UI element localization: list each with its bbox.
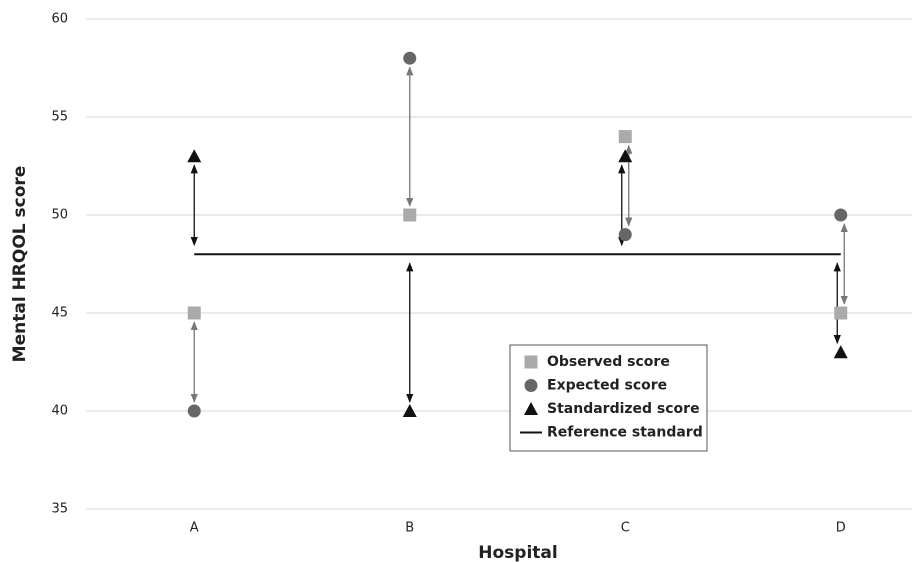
square-point	[187, 306, 201, 320]
circle-point	[187, 404, 201, 418]
y-tick-label: 60	[51, 12, 68, 27]
circle-point	[618, 228, 632, 242]
legend-label: Reference standard	[547, 425, 703, 441]
circle-point	[403, 51, 417, 65]
y-axis-title: Mental HRQOL score	[10, 166, 30, 363]
x-axis-title: Hospital	[478, 543, 557, 562]
square-point	[834, 306, 848, 320]
x-tick-label: D	[836, 521, 846, 536]
x-tick-label: A	[190, 521, 199, 536]
legend-box	[509, 344, 708, 452]
y-tick-label: 50	[51, 208, 68, 223]
legend-marker	[524, 355, 538, 369]
legend-label: Observed score	[547, 354, 670, 370]
triangle-point	[187, 149, 202, 163]
legend-marker	[524, 402, 538, 415]
triangle-point	[833, 345, 848, 359]
square-point	[618, 130, 632, 144]
legend-label: Standardized score	[547, 401, 700, 417]
circle-point	[834, 208, 848, 222]
y-tick-label: 40	[51, 404, 68, 419]
x-tick-label: C	[621, 521, 630, 536]
x-tick-label: B	[405, 521, 414, 536]
legend-label: Expected score	[547, 378, 667, 394]
triangle-point	[402, 404, 417, 417]
triangle-point	[618, 149, 633, 163]
y-tick-label: 55	[51, 110, 68, 125]
y-tick-label: 45	[51, 306, 68, 321]
square-point	[403, 208, 417, 222]
legend-marker	[524, 379, 538, 392]
y-tick-label: 35	[51, 502, 68, 517]
